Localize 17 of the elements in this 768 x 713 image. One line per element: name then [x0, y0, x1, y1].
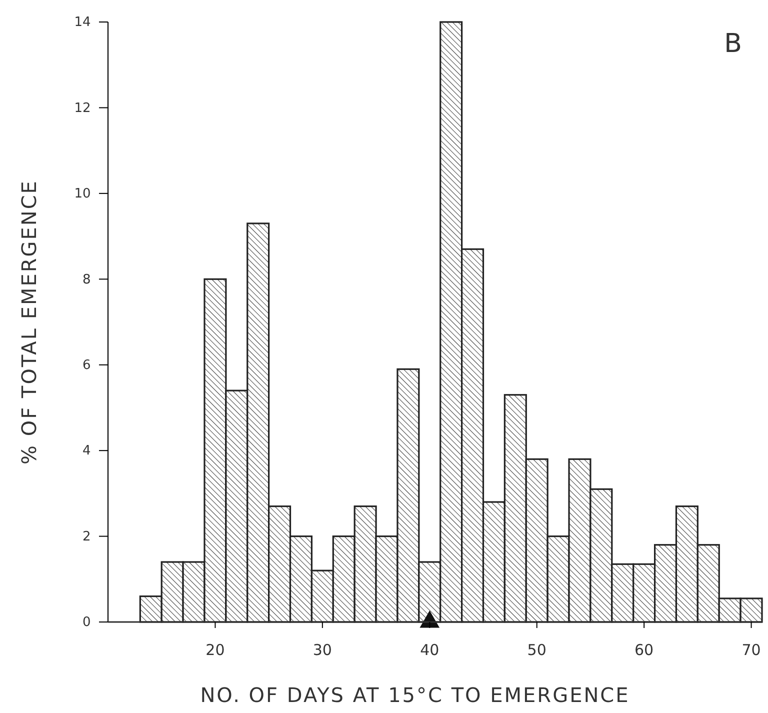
x-tick-label: 50: [527, 641, 546, 659]
y-tick-label: 12: [74, 100, 91, 116]
y-tick-label: 6: [82, 358, 91, 374]
annotation: B: [724, 29, 742, 59]
x-tick-label: 30: [312, 641, 332, 659]
x-tick-label: 60: [634, 641, 654, 659]
x-tick-label: 20: [206, 641, 225, 659]
y-tick-label: 4: [82, 444, 91, 459]
y-tick-label: 0: [82, 615, 91, 630]
y-axis-title: % OF TOTAL EMERGENCE: [17, 180, 41, 464]
y-tick-label: 8: [82, 272, 91, 288]
x-axis-title: NO. OF DAYS AT 15°C TO EMERGENCE: [200, 683, 630, 707]
y-tick-label: 10: [74, 186, 91, 202]
y-tick-label: 2: [82, 529, 91, 544]
x-tick-label: 40: [420, 641, 440, 659]
y-tick-label: 14: [74, 15, 91, 30]
x-tick-label: 70: [742, 641, 761, 659]
